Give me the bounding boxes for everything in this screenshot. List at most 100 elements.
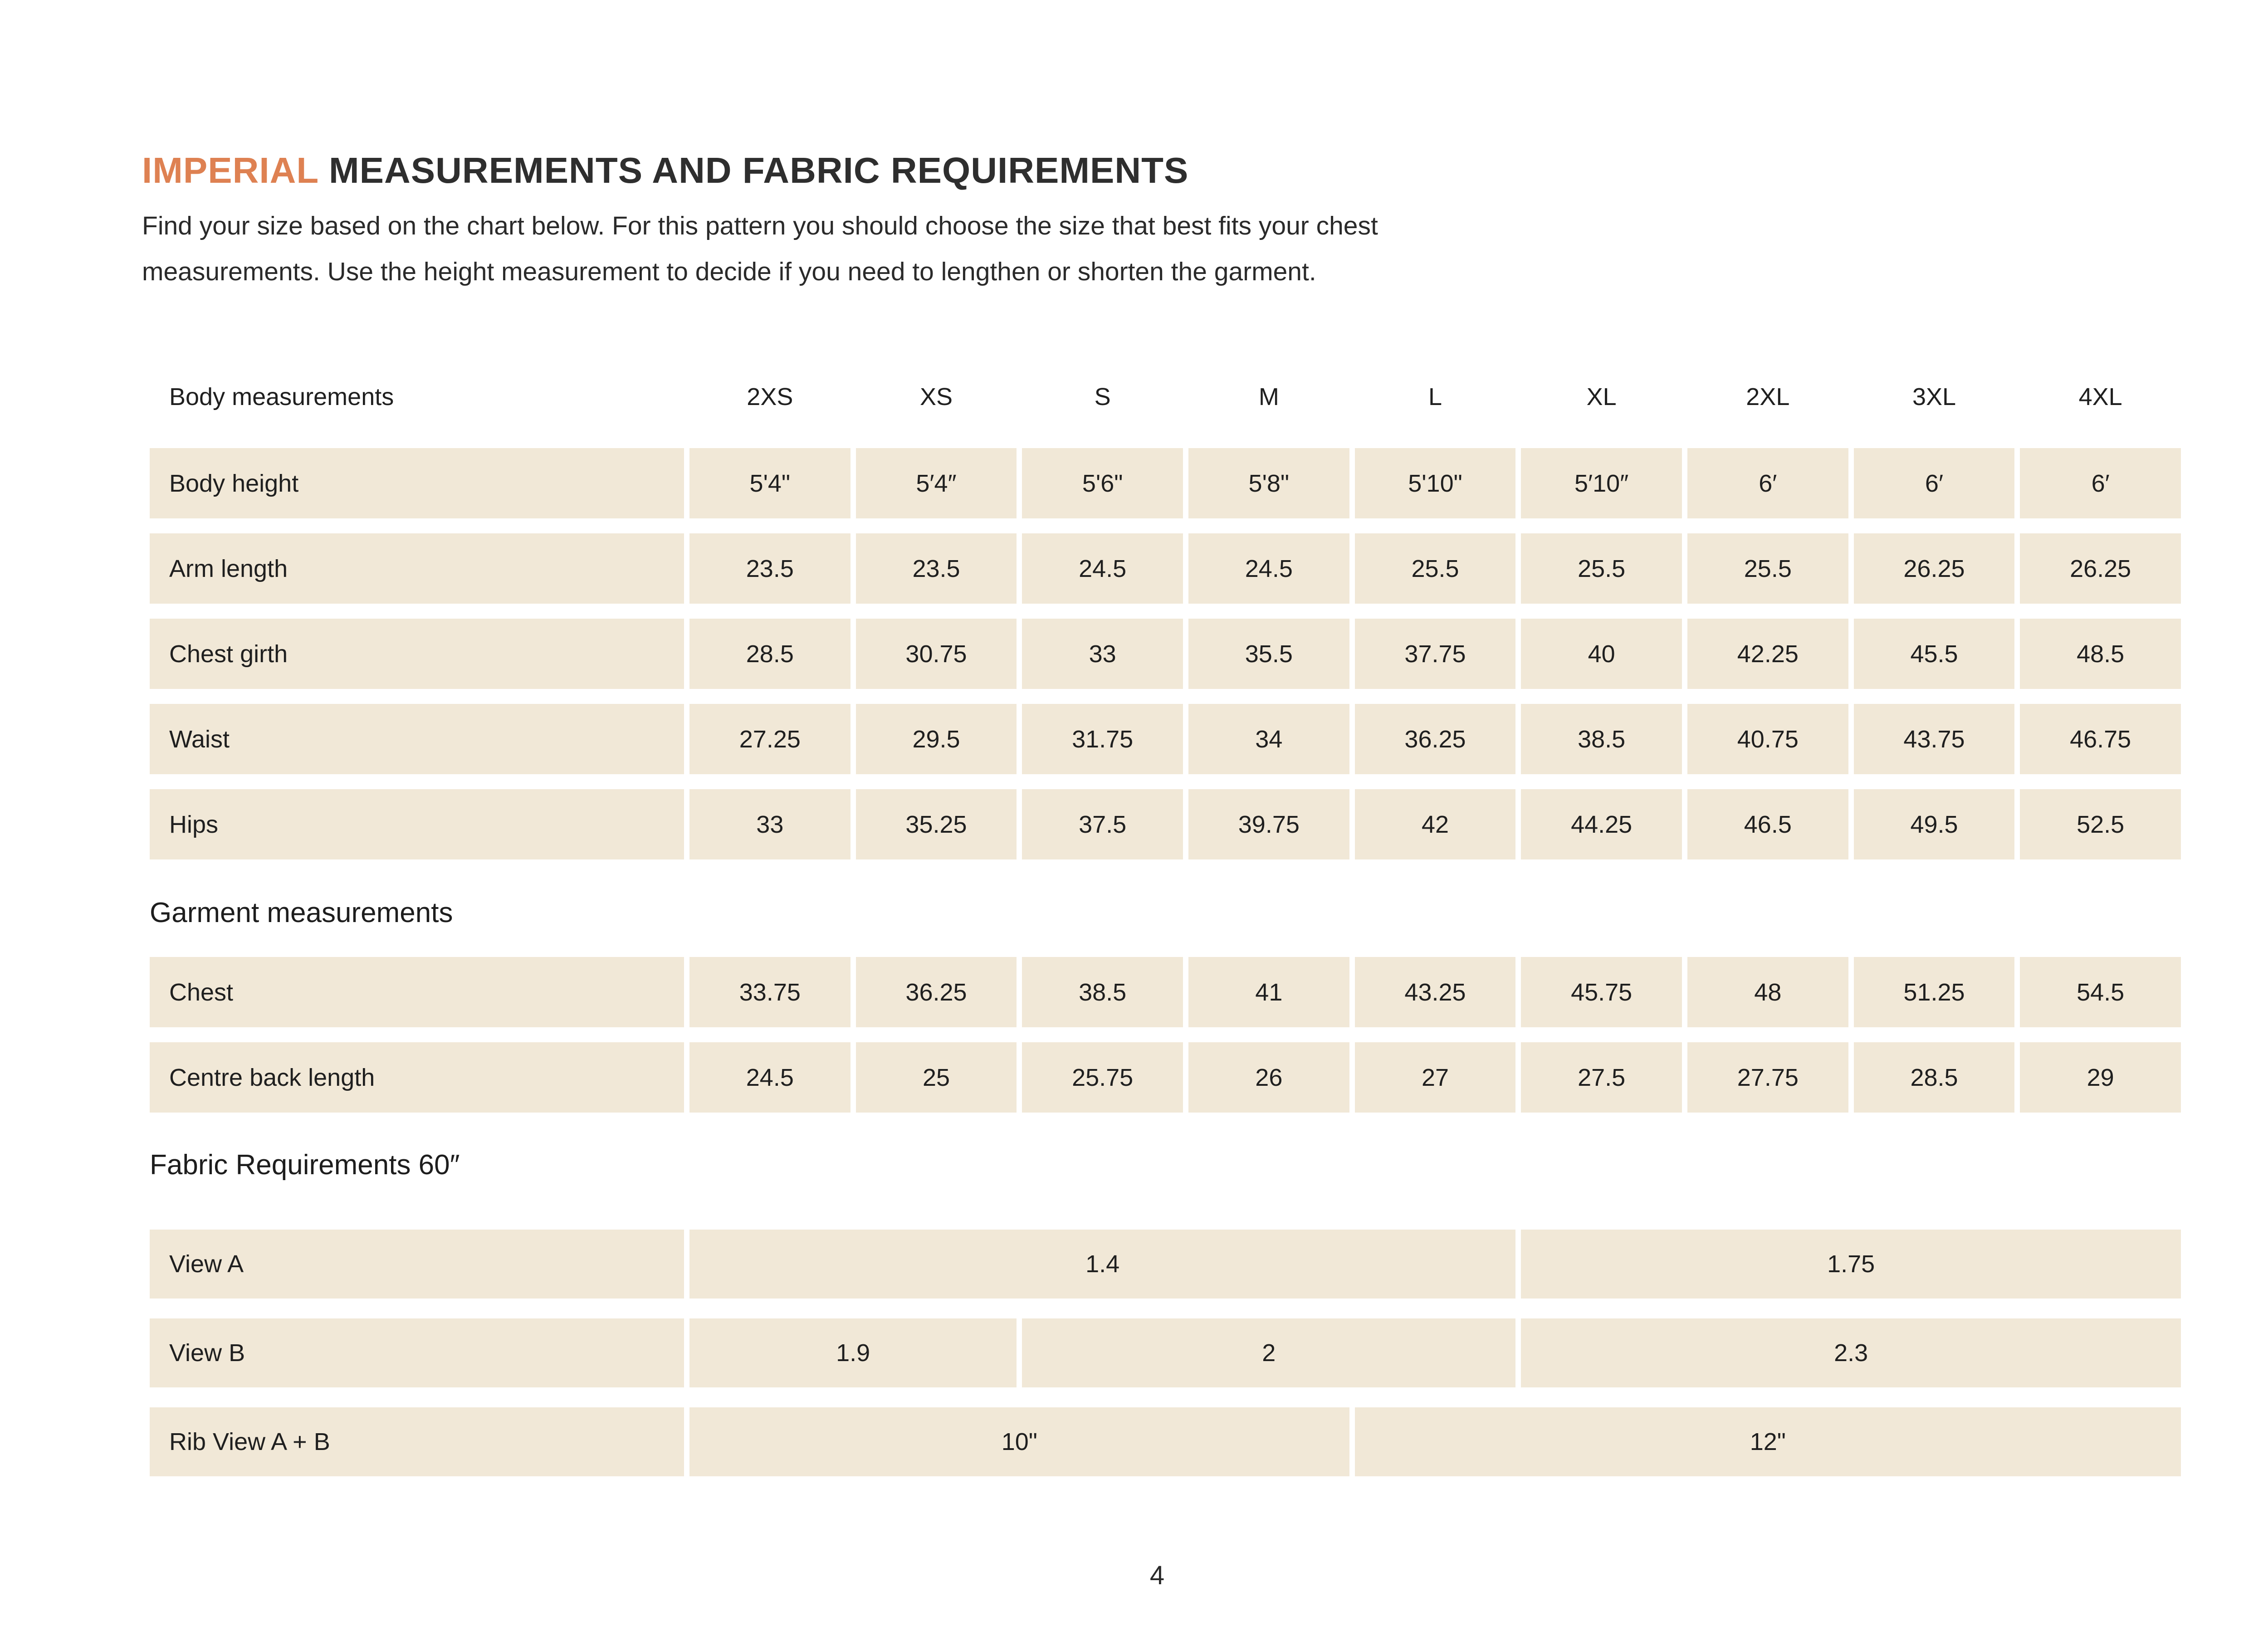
fabric-value: 2 (1022, 1318, 1516, 1387)
fabric-value: 1.75 (1521, 1230, 2181, 1299)
measurement-value: 45.75 (1521, 957, 1682, 1027)
fabric-requirements-heading: Fabric Requirements 60″ (150, 1149, 460, 1181)
size-column-header-2xs: 2XS (747, 383, 793, 410)
measurement-value: 48.5 (2020, 619, 2181, 689)
measurement-value: 38.5 (1521, 704, 1682, 774)
row-label: Arm length (150, 533, 684, 604)
row-label: View B (150, 1318, 684, 1387)
measurement-value: 35.25 (855, 789, 1017, 859)
measurements-table: Body measurements 2XS XS S M L XL 2XL 3X… (150, 372, 2181, 1476)
row-label: Chest (150, 957, 684, 1027)
measurement-value: 30.75 (855, 619, 1017, 689)
measurement-value: 27.25 (689, 704, 850, 774)
measurement-value: 28.5 (689, 619, 850, 689)
measurement-value: 36.25 (855, 957, 1017, 1027)
measurement-value: 24.5 (1022, 533, 1183, 604)
measurement-value: 36.25 (1354, 704, 1516, 774)
table-row-chest-girth: Chest girth 28.5 30.75 33 35.5 37.75 40 … (150, 619, 2181, 689)
size-header-row: Body measurements 2XS XS S M L XL 2XL 3X… (150, 372, 2181, 422)
row-label: Body height (150, 448, 684, 518)
measurement-value: 27.5 (1521, 1042, 1682, 1113)
intro-line-1: Find your size based on the chart below.… (142, 211, 1378, 240)
measurement-value: 38.5 (1022, 957, 1183, 1027)
measurement-value: 25 (855, 1042, 1017, 1113)
measurement-value: 24.5 (1188, 533, 1349, 604)
page-title-highlight: IMPERIAL (142, 150, 318, 190)
intro-paragraph: Find your size based on the chart below.… (142, 203, 2181, 295)
measurement-value: 40.75 (1687, 704, 1848, 774)
table-row-garment-chest: Chest 33.75 36.25 38.5 41 43.25 45.75 48… (150, 957, 2181, 1027)
measurement-value: 26.25 (2020, 533, 2181, 604)
measurement-value: 5′4″ (855, 448, 1017, 518)
measurement-value: 6′ (1687, 448, 1848, 518)
measurement-value: 26.25 (1853, 533, 2015, 604)
table-header-label: Body measurements (169, 383, 394, 410)
table-row-waist: Waist 27.25 29.5 31.75 34 36.25 38.5 40.… (150, 704, 2181, 774)
measurement-value: 54.5 (2020, 957, 2181, 1027)
measurement-value: 33 (689, 789, 850, 859)
fabric-value: 10" (689, 1407, 1349, 1476)
measurement-value: 5′10″ (1521, 448, 1682, 518)
measurement-value: 37.5 (1022, 789, 1183, 859)
size-column-header-xl: XL (1586, 383, 1617, 410)
intro-line-2: measurements. Use the height measurement… (142, 257, 1316, 286)
size-column-header-xs: XS (919, 383, 953, 410)
measurement-value: 26 (1188, 1042, 1349, 1113)
size-column-header-m: M (1258, 383, 1279, 410)
page-title: IMPERIAL MEASUREMENTS AND FABRIC REQUIRE… (142, 150, 2181, 191)
garment-measurements-heading: Garment measurements (150, 897, 453, 928)
measurement-value: 27 (1354, 1042, 1516, 1113)
size-column-header-4xl: 4XL (2078, 383, 2122, 410)
measurement-value: 5'8" (1188, 448, 1349, 518)
row-label: Centre back length (150, 1042, 684, 1113)
fabric-value: 2.3 (1521, 1318, 2181, 1387)
fabric-value: 12" (1354, 1407, 2181, 1476)
size-column-header-2xl: 2XL (1746, 383, 1790, 410)
measurement-value: 42.25 (1687, 619, 1848, 689)
measurement-value: 5'10" (1354, 448, 1516, 518)
fabric-value: 1.4 (689, 1230, 1516, 1299)
measurement-value: 41 (1188, 957, 1349, 1027)
row-label: Chest girth (150, 619, 684, 689)
measurement-value: 45.5 (1853, 619, 2015, 689)
measurement-value: 43.75 (1853, 704, 2015, 774)
measurement-value: 25.5 (1354, 533, 1516, 604)
size-column-header-s: S (1094, 383, 1111, 410)
measurement-value: 25.5 (1687, 533, 1848, 604)
page-title-rest: MEASUREMENTS AND FABRIC REQUIREMENTS (318, 150, 1189, 190)
measurement-value: 44.25 (1521, 789, 1682, 859)
measurement-value: 5'6" (1022, 448, 1183, 518)
measurement-value: 6′ (2020, 448, 2181, 518)
row-label: Rib View A + B (150, 1407, 684, 1476)
table-row-centre-back-length: Centre back length 24.5 25 25.75 26 27 2… (150, 1042, 2181, 1113)
measurement-value: 34 (1188, 704, 1349, 774)
measurement-value: 37.75 (1354, 619, 1516, 689)
measurement-value: 39.75 (1188, 789, 1349, 859)
table-row-arm-length: Arm length 23.5 23.5 24.5 24.5 25.5 25.5… (150, 533, 2181, 604)
measurement-value: 5'4" (689, 448, 850, 518)
table-row-view-b: View B 1.9 2 2.3 (150, 1318, 2181, 1387)
measurement-value: 25.5 (1521, 533, 1682, 604)
measurement-value: 23.5 (855, 533, 1017, 604)
table-row-rib-view-a-b: Rib View A + B 10" 12" (150, 1407, 2181, 1476)
measurement-value: 24.5 (689, 1042, 850, 1113)
measurement-value: 49.5 (1853, 789, 2015, 859)
page-content: IMPERIAL MEASUREMENTS AND FABRIC REQUIRE… (142, 150, 2181, 1496)
measurement-value: 43.25 (1354, 957, 1516, 1027)
measurement-value: 27.75 (1687, 1042, 1848, 1113)
measurement-value: 6′ (1853, 448, 2015, 518)
fabric-value: 1.9 (689, 1318, 1017, 1387)
measurement-value: 33 (1022, 619, 1183, 689)
measurement-value: 46.75 (2020, 704, 2181, 774)
measurement-value: 48 (1687, 957, 1848, 1027)
measurement-value: 33.75 (689, 957, 850, 1027)
row-label: Waist (150, 704, 684, 774)
table-row-view-a: View A 1.4 1.75 (150, 1230, 2181, 1299)
measurement-value: 42 (1354, 789, 1516, 859)
measurement-value: 25.75 (1022, 1042, 1183, 1113)
row-label: View A (150, 1230, 684, 1299)
measurement-value: 46.5 (1687, 789, 1848, 859)
measurement-value: 28.5 (1853, 1042, 2015, 1113)
measurement-value: 35.5 (1188, 619, 1349, 689)
measurement-value: 31.75 (1022, 704, 1183, 774)
